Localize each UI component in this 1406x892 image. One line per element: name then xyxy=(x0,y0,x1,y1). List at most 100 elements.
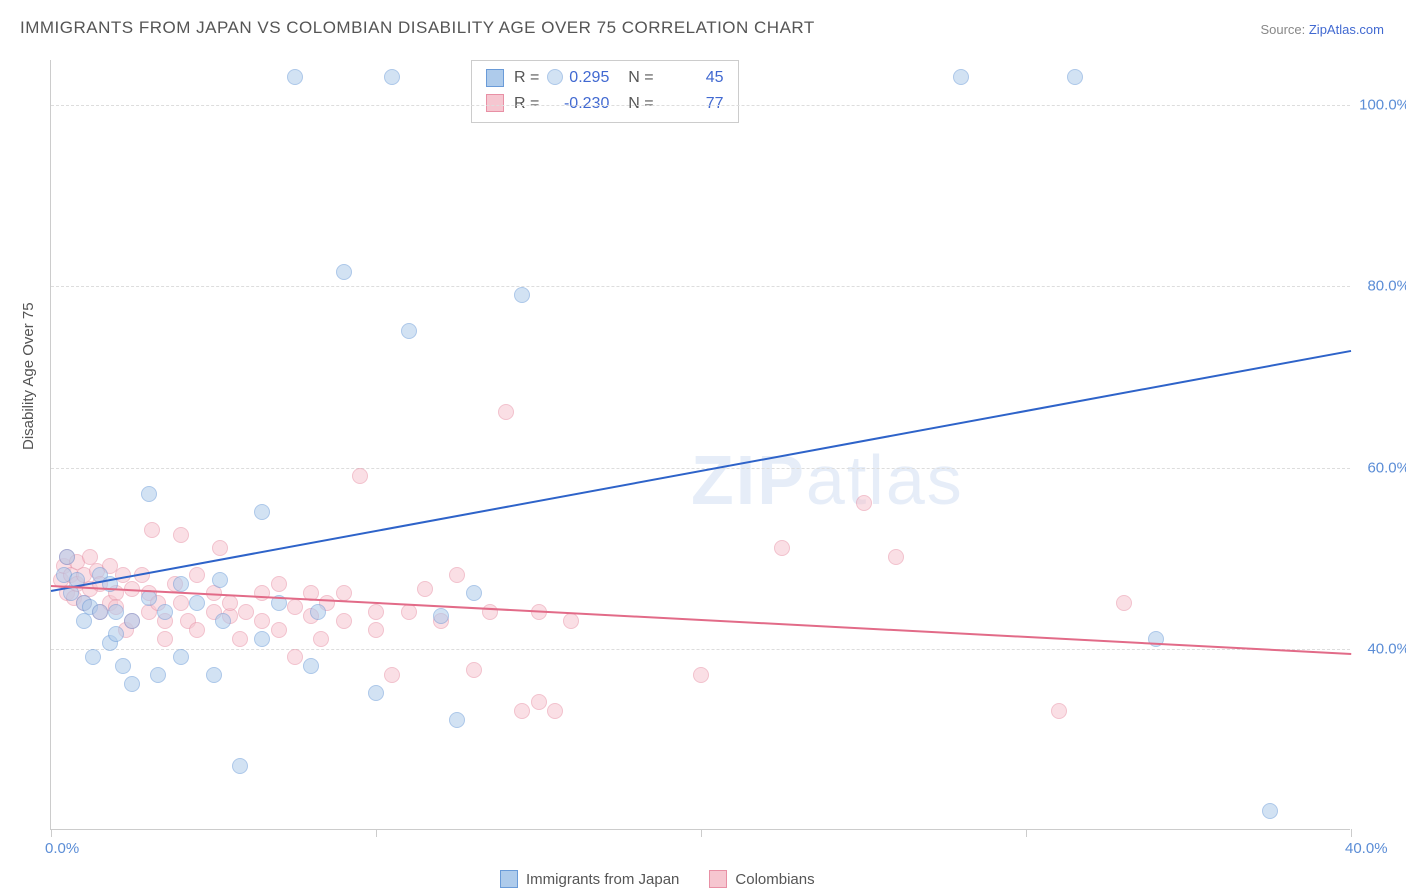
data-point xyxy=(271,576,287,592)
data-point xyxy=(336,264,352,280)
trend-line xyxy=(51,350,1351,592)
x-tick xyxy=(1351,829,1352,837)
data-point xyxy=(232,631,248,647)
data-point xyxy=(774,540,790,556)
data-point xyxy=(336,613,352,629)
data-point xyxy=(563,613,579,629)
data-point xyxy=(238,604,254,620)
data-point xyxy=(108,626,124,642)
y-tick-label: 100.0% xyxy=(1359,97,1406,114)
watermark: ZIPatlas xyxy=(691,440,964,520)
data-point xyxy=(173,527,189,543)
data-point xyxy=(85,649,101,665)
data-point xyxy=(953,69,969,85)
data-point xyxy=(232,758,248,774)
data-point xyxy=(271,622,287,638)
data-point xyxy=(173,649,189,665)
data-point xyxy=(368,622,384,638)
data-point xyxy=(222,595,238,611)
legend: Immigrants from Japan Colombians xyxy=(500,870,815,888)
data-point xyxy=(124,613,140,629)
legend-label: Immigrants from Japan xyxy=(526,871,679,888)
data-point xyxy=(310,604,326,620)
data-point xyxy=(449,567,465,583)
data-point xyxy=(287,599,303,615)
data-point xyxy=(173,576,189,592)
data-point xyxy=(433,608,449,624)
source-prefix: Source: xyxy=(1260,22,1308,37)
data-point xyxy=(368,604,384,620)
data-point xyxy=(212,540,228,556)
x-tick xyxy=(701,829,702,837)
x-tick-label: 0.0% xyxy=(45,840,79,857)
stat-value: 77 xyxy=(664,91,724,117)
data-point xyxy=(1262,803,1278,819)
gridline xyxy=(51,468,1350,469)
y-tick-label: 80.0% xyxy=(1367,278,1406,295)
scatter-plot: ZIPatlas R = 0.295 N = 45 R = -0.230 N =… xyxy=(50,60,1350,830)
x-tick xyxy=(1026,829,1027,837)
data-point xyxy=(482,604,498,620)
data-point xyxy=(215,613,231,629)
data-point xyxy=(1116,595,1132,611)
data-point xyxy=(384,69,400,85)
y-tick-label: 40.0% xyxy=(1367,640,1406,657)
data-point xyxy=(449,712,465,728)
x-tick xyxy=(51,829,52,837)
data-point xyxy=(108,604,124,620)
legend-item: Colombians xyxy=(709,870,814,888)
data-point xyxy=(254,585,270,601)
data-point xyxy=(466,585,482,601)
gridline xyxy=(51,105,1350,106)
y-tick-label: 60.0% xyxy=(1367,459,1406,476)
gridline xyxy=(51,649,1350,650)
source-attribution: Source: ZipAtlas.com xyxy=(1260,22,1384,37)
swatch-icon xyxy=(486,69,504,87)
data-point xyxy=(189,567,205,583)
data-point xyxy=(254,631,270,647)
source-link[interactable]: ZipAtlas.com xyxy=(1309,22,1384,37)
data-point xyxy=(59,549,75,565)
data-point xyxy=(254,613,270,629)
data-point xyxy=(254,504,270,520)
data-point xyxy=(417,581,433,597)
stats-box: R = 0.295 N = 45 R = -0.230 N = 77 xyxy=(471,60,739,123)
data-point xyxy=(141,486,157,502)
data-point xyxy=(303,658,319,674)
swatch-icon xyxy=(486,94,504,112)
gridline xyxy=(51,286,1350,287)
data-point xyxy=(384,667,400,683)
data-point xyxy=(514,703,530,719)
legend-item: Immigrants from Japan xyxy=(500,870,679,888)
chart-title: IMMIGRANTS FROM JAPAN VS COLOMBIAN DISAB… xyxy=(20,18,815,38)
data-point xyxy=(92,604,108,620)
x-tick xyxy=(376,829,377,837)
data-point xyxy=(693,667,709,683)
y-axis-label: Disability Age Over 75 xyxy=(20,302,37,450)
stat-label: R = xyxy=(514,91,539,117)
data-point xyxy=(1051,703,1067,719)
data-point xyxy=(144,522,160,538)
stat-label: R = xyxy=(514,65,539,91)
data-point xyxy=(401,323,417,339)
data-point xyxy=(514,287,530,303)
data-point xyxy=(287,69,303,85)
data-point xyxy=(1067,69,1083,85)
data-point xyxy=(173,595,189,611)
swatch-icon xyxy=(709,870,727,888)
x-tick-label: 40.0% xyxy=(1345,840,1388,857)
stats-row: R = 0.295 N = 45 xyxy=(486,65,724,91)
data-point xyxy=(547,69,563,85)
swatch-icon xyxy=(500,870,518,888)
data-point xyxy=(212,572,228,588)
stat-label: N = xyxy=(619,65,653,91)
data-point xyxy=(368,685,384,701)
data-point xyxy=(157,604,173,620)
stats-row: R = -0.230 N = 77 xyxy=(486,91,724,117)
data-point xyxy=(189,595,205,611)
data-point xyxy=(115,658,131,674)
data-point xyxy=(856,495,872,511)
data-point xyxy=(206,667,222,683)
data-point xyxy=(466,662,482,678)
data-point xyxy=(189,622,205,638)
